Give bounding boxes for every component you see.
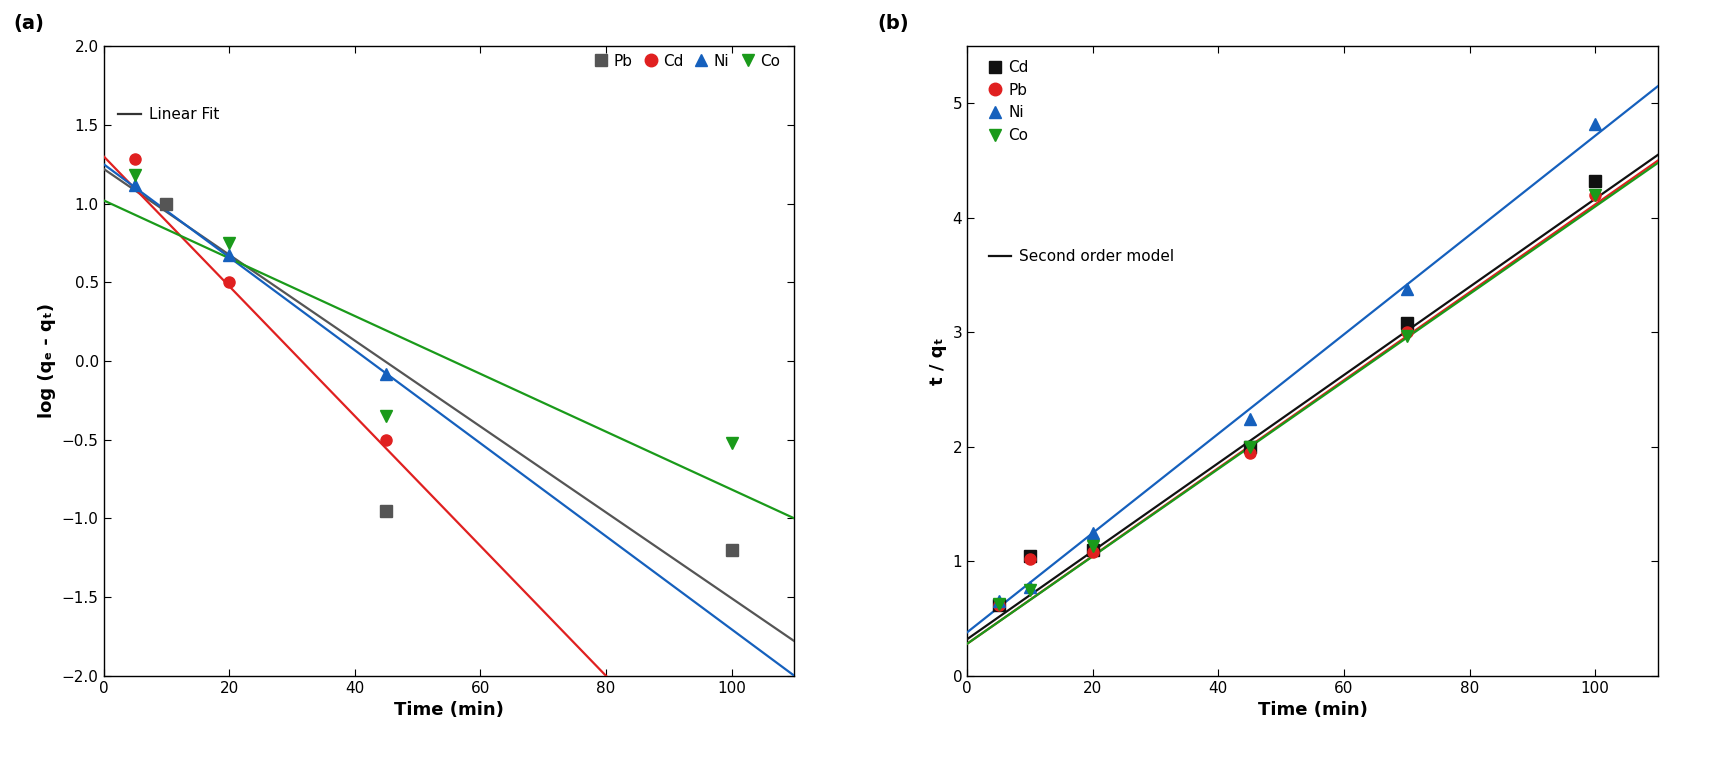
X-axis label: Time (min): Time (min) <box>1257 701 1368 720</box>
Text: (a): (a) <box>14 15 45 34</box>
Y-axis label: log (qₑ - qₜ): log (qₑ - qₜ) <box>38 303 57 419</box>
X-axis label: Time (min): Time (min) <box>394 701 504 720</box>
Text: (b): (b) <box>877 15 908 34</box>
Legend: Linear Fit: Linear Fit <box>117 108 219 122</box>
Y-axis label: t / qₜ: t / qₜ <box>929 337 946 385</box>
Legend: Second order model: Second order model <box>988 249 1174 264</box>
